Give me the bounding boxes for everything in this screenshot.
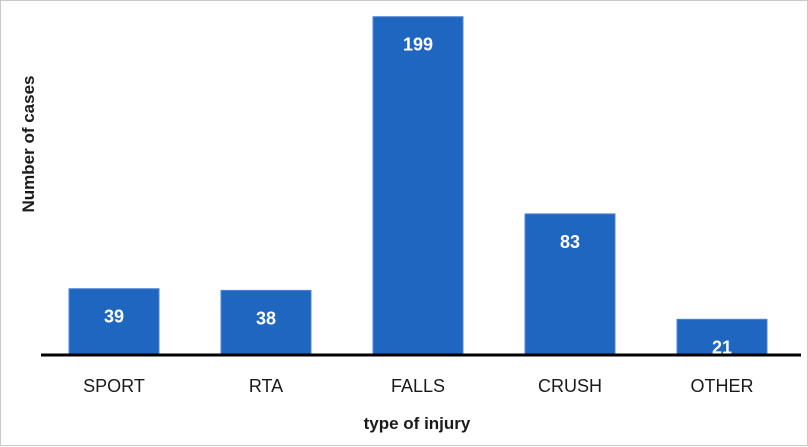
x-tick-label-rta: RTA	[249, 376, 283, 396]
bar-other	[676, 318, 768, 356]
data-label-crush: 83	[560, 232, 580, 252]
data-label-other: 21	[712, 337, 732, 357]
x-tick-label-sport: SPORT	[83, 376, 145, 396]
bars-group	[68, 16, 768, 356]
bar-labels-group: 39 38 199 83 21	[104, 35, 732, 358]
x-tick-label-falls: FALLS	[391, 376, 445, 396]
x-tick-labels-group: SPORT RTA FALLS CRUSH OTHER	[83, 376, 753, 396]
x-axis-title: type of injury	[364, 414, 471, 433]
data-label-sport: 39	[104, 307, 124, 327]
data-label-falls: 199	[403, 35, 433, 55]
data-label-rta: 38	[256, 308, 276, 328]
bar-rta	[220, 289, 312, 356]
bar-falls	[372, 16, 464, 356]
x-tick-label-crush: CRUSH	[538, 376, 602, 396]
x-tick-label-other: OTHER	[691, 376, 754, 396]
y-axis-title: Number of cases	[19, 76, 38, 213]
bar-crush	[524, 213, 616, 356]
bar-sport	[68, 288, 160, 356]
